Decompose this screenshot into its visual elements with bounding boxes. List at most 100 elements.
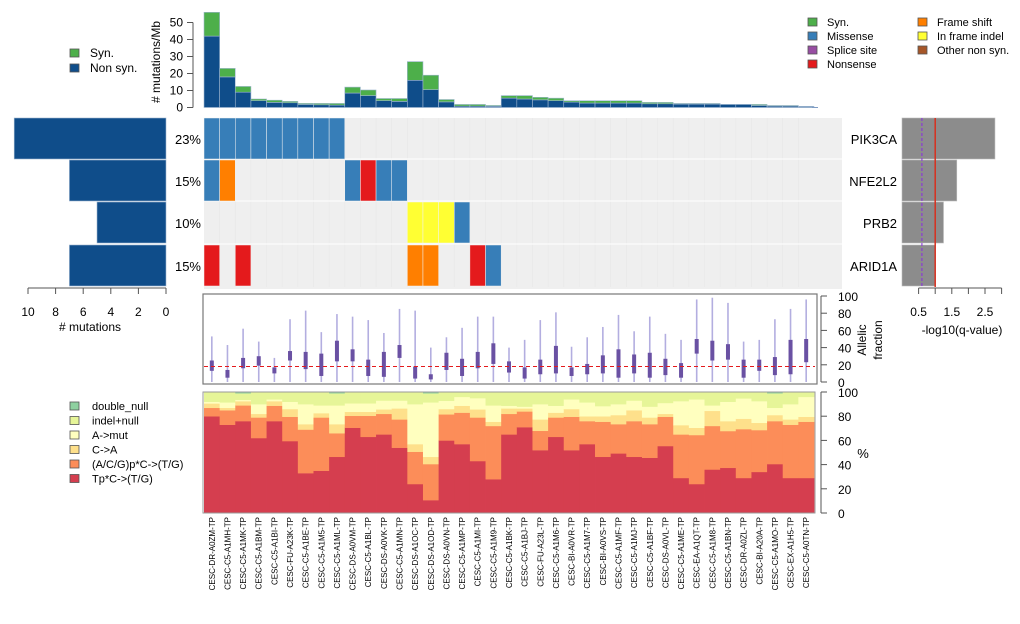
allelic-box [522,367,527,379]
sample-label: CESC-DS-A0VM-TP [349,517,358,590]
spectrum-segment [579,392,596,403]
rate-bar-nonsyn [610,102,627,108]
count-axis-tick-label: 4 [107,305,114,319]
rate-bar-syn [782,105,799,107]
gene-count-bar [69,244,167,287]
rate-bar-syn [360,89,377,96]
rate-bar-nonsyn [672,103,690,108]
spectrum-segment [266,405,283,422]
legend-swatch-nonsense [807,59,818,69]
gene-percent-label: 10% [175,216,201,231]
allelic-box [569,367,574,376]
gene-count-bar [69,159,167,202]
rate-bar-syn [594,100,611,104]
spectrum-segment [532,404,549,420]
spectrum-segment [688,434,705,485]
spectrum-segment [219,392,236,403]
qvalue-axis-tick-label: 0.5 [910,305,927,319]
spectrum-segment [297,473,314,514]
spectrum-segment [735,392,752,399]
sample-label: CESC-DS-A1OC-TP [411,517,420,590]
matrix-cell-nonsense [203,244,220,287]
spectrum-segment [344,392,361,404]
spectrum-segment [657,392,674,404]
rate-bar-nonsyn [391,101,408,108]
spectrum-segment [454,392,471,398]
spectrum-segment [422,463,440,501]
spectrum-segment [548,405,565,413]
spectrum-segment [360,392,377,404]
legend-swatch-other [917,45,928,55]
matrix-cell-missense [266,117,283,160]
matrix-cell-missense [375,159,392,202]
spectrum-segment [407,392,424,405]
allelic-box [694,339,699,354]
spectrum-segment [407,404,424,445]
matrix-cell-missense [344,159,361,202]
spectrum-segment [782,404,799,420]
spectrum-segment [485,405,502,422]
sample-labels: CESC-DR-A0ZM-TP CESC-C5-A1MH-TP CESC-C5-A1… [208,517,811,590]
rate-bar-nonsyn [641,103,658,108]
gene-mutation-count-chart: 10 8 6 4 2 0 [13,117,170,319]
spectrum-segment [767,421,784,465]
sample-label: CESC-C5-A1M5-TP [317,517,326,589]
spectrum-segment [563,399,580,410]
rate-bar-nonsyn [266,102,283,108]
spectrum-segment [297,429,314,474]
spectrum-segment [485,479,502,514]
mutation-rate-axis-label: # mutations/Mb [149,21,163,103]
allelic-box [381,351,386,377]
spectrum-segment [469,392,486,399]
sample-label: CESC-EA-A1QT-TP [693,517,702,589]
spectrum-segment [735,429,752,479]
allelic-axis-tick-label: 100 [838,290,858,304]
allelic-axis-tick-label: 20 [838,359,852,373]
allelic-axis-tick-label: 0 [838,376,845,390]
spectrum-segment [235,421,252,514]
rate-bar-nonsyn [438,101,455,108]
rate-bar-syn [547,97,565,102]
spectrum-segment [469,398,486,410]
sample-label: CESC-C5-A1BN-TP [724,517,733,589]
rate-bar-syn [391,98,408,102]
rate-bar-syn [313,103,330,106]
spectrum-segment [344,411,361,417]
legend-label: indel+null [92,416,139,428]
mutation-type-legend: Syn. Missense Splice site Nonsense Frame shi… [807,17,1009,71]
rate-bar-syn [751,104,768,106]
legend-swatch [69,63,80,73]
sample-label: CESC-EX-A1H5-TP [787,517,796,588]
spectrum-segment [297,424,314,430]
allelic-fraction-chart: 0 20 40 60 80 100 [202,290,858,390]
allelic-box [288,351,293,361]
qvalue-axis-label: -log10(q-value) [922,323,1003,337]
spectrum-segment [360,436,377,514]
spectrum-segment [219,407,236,411]
spectrum-segment [579,402,596,417]
sample-label: CESC-FU-A23L-TP [536,517,545,587]
allelic-box [741,359,746,378]
sample-label: CESC-C5-A1BE-TP [302,517,311,588]
spectrum-segment [235,401,252,406]
allelic-box [804,339,809,363]
allelic-box [663,358,668,376]
spectrum-segment [313,417,330,471]
spectrum-segment [250,437,267,514]
matrix-cell-missense [203,159,220,202]
spectrum-segment [313,392,330,406]
spectrum-segment [407,444,424,452]
spectrum-segment [688,392,705,400]
matrix-cell-missense [454,201,471,244]
spectrum-segment [548,436,565,514]
spectrum-segment [407,483,424,514]
rate-y-tick-label: 40 [170,33,184,47]
spectrum-segment [548,412,565,418]
matrix-cell-inframe [438,201,455,244]
allelic-axis-label-line2: fraction [871,320,885,359]
allelic-axis-label-line1: Allelic [855,324,869,355]
sample-label: CESC-C5-A1MP-TP [458,517,467,589]
spectrum-segment [250,392,267,405]
spectrum-segment [282,401,299,410]
